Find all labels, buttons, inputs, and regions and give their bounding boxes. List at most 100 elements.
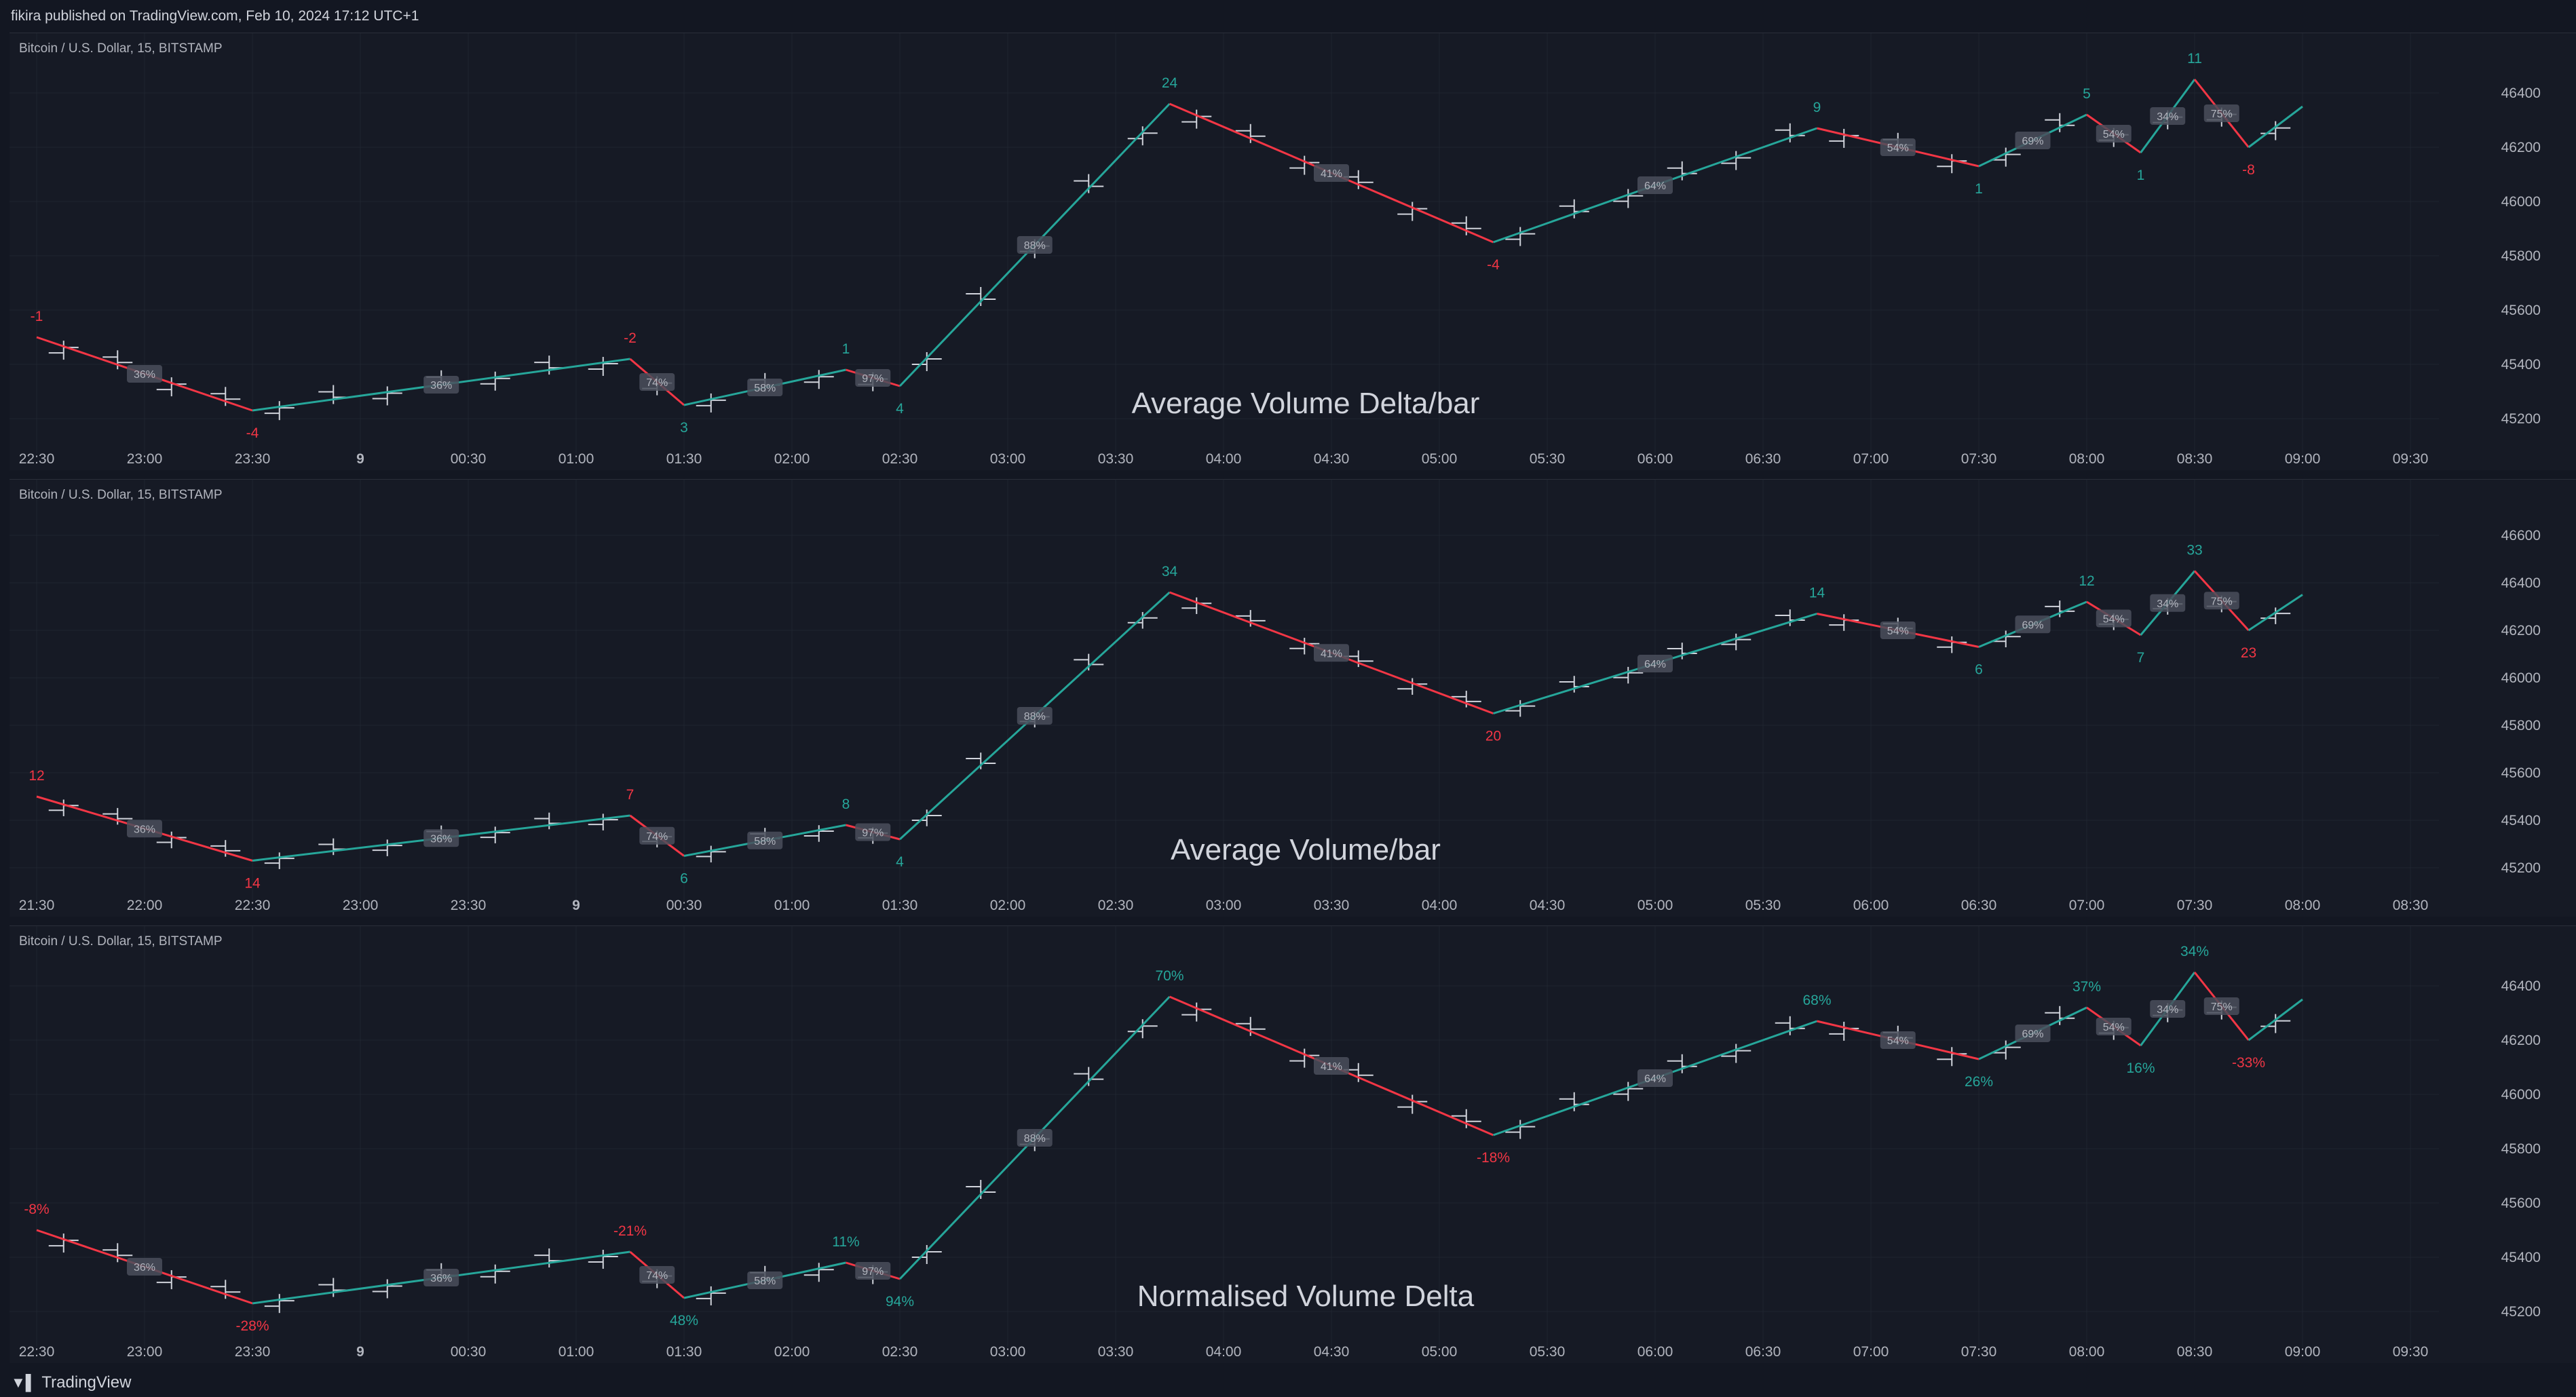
retracement-badge [1880,1031,1916,1049]
retracement-label: 36% [430,380,452,391]
y-tick-label: 45600 [2501,765,2541,781]
retracement-label: 88% [1024,1133,1046,1145]
x-tick-label: 01:00 [558,451,594,467]
pivot-label: -33% [2232,1055,2265,1071]
retracement-label: 54% [1887,626,1909,637]
retracement-badge [2203,997,2239,1015]
pivot-label: -4 [246,425,259,441]
retracement-label: 34% [2157,111,2178,123]
x-tick-label: 00:30 [451,451,487,467]
pivot-label: 1 [842,341,850,357]
y-tick-label: 46200 [2501,1033,2541,1048]
pivot-label: 3 [680,420,688,436]
x-tick-label: 23:00 [343,898,379,913]
pivot-label: 7 [2137,650,2145,666]
pivot-label: 26% [1965,1074,1993,1090]
x-tick-label: 22:30 [235,898,271,913]
x-tick-label: 05:00 [1422,451,1458,467]
chart-svg: Bitcoin / U.S. Dollar, 15, BITSTAMP Avera… [10,33,2541,467]
pivot-label: 23 [2241,645,2256,661]
pivot-label: 70% [1155,968,1183,984]
x-tick-label: 08:30 [2393,898,2429,913]
retracement-badge [1314,644,1349,662]
retracement-badge [2203,104,2239,122]
retracement-label: 69% [2022,619,2043,631]
retracement-badge [2015,1025,2051,1042]
pivot-label: -8 [2242,162,2255,178]
retracement-label: 74% [646,1270,668,1282]
x-tick-label: 23:00 [127,451,163,467]
x-tick-label: 05:30 [1745,898,1781,913]
y-tick-label: 45200 [2501,1304,2541,1320]
retracement-label: 64% [1644,1073,1666,1085]
pivot-label: -21% [613,1223,647,1239]
x-tick-label: 05:00 [1637,898,1673,913]
retracement-badge [747,831,783,849]
x-tick-label: 09:00 [2285,451,2321,467]
pivot-label: 4 [896,854,904,870]
y-tick-label: 46200 [2501,140,2541,155]
y-tick-label: 46600 [2501,528,2541,543]
chart-svg: Bitcoin / U.S. Dollar, 15, BITSTAMP Avera… [10,480,2541,913]
pivot-label: 4 [896,401,904,417]
publisher-bar: fikira published on TradingView.com, Feb… [0,0,2576,33]
y-tick-label: 45800 [2501,248,2541,264]
y-tick-label: 45600 [2501,303,2541,318]
x-tick-label: 03:30 [1098,451,1134,467]
retracement-badge [1637,1069,1673,1087]
retracement-badge [2203,592,2239,610]
retracement-badge [423,829,459,847]
y-tick-label: 46400 [2501,978,2541,994]
retracement-label: 54% [1887,142,1909,154]
pivot-label: -18% [1477,1150,1510,1166]
retracement-badge [1880,621,1916,639]
y-tick-label: 45600 [2501,1195,2541,1211]
y-tick-label: 45800 [2501,1141,2541,1157]
x-tick-label: 08:30 [2177,1344,2213,1360]
retracement-badge [1017,236,1053,254]
x-tick-label: 06:30 [1745,1344,1781,1360]
tradingview-logo-icon: ▼▌ [11,1374,37,1391]
pivot-label: 9 [1813,100,1821,115]
retracement-badge [1637,655,1673,672]
retracement-label: 34% [2157,598,2178,610]
retracement-label: 36% [134,824,155,835]
x-tick-label: 21:30 [19,898,55,913]
x-tick-label: 03:00 [990,1344,1026,1360]
retracement-badge [2096,125,2132,142]
footer-bar [0,1364,2576,1397]
pivot-label: 20 [1485,729,1501,744]
symbol-title: Bitcoin / U.S. Dollar, 15, BITSTAMP [19,41,223,56]
symbol-title: Bitcoin / U.S. Dollar, 15, BITSTAMP [19,934,223,949]
pivot-label: -1 [31,309,43,324]
retracement-badge [2015,615,2051,634]
pivot-label: 16% [2126,1060,2155,1076]
retracement-label: 97% [862,373,884,385]
x-tick-label: 02:00 [990,898,1026,913]
x-tick-label: 01:30 [666,1344,702,1360]
chart-pane-avg-volume-delta[interactable]: Bitcoin / U.S. Dollar, 15, BITSTAMP Avera… [10,33,2576,470]
tradingview-logo[interactable]: ▼▌ TradingView [11,1373,131,1392]
retracement-label: 54% [1887,1035,1909,1047]
retracement-label: 54% [2103,129,2125,140]
chart-pane-normalised-volume-delta[interactable]: Bitcoin / U.S. Dollar, 15, BITSTAMP Norma… [10,925,2576,1363]
x-tick-label: 22:00 [127,898,163,913]
retracement-badge [855,1262,891,1280]
x-tick-label: 22:30 [19,451,55,467]
retracement-badge [747,379,783,396]
x-tick-label: 06:00 [1637,1344,1673,1360]
x-tick-label: 03:00 [990,451,1026,467]
x-tick-label: 05:00 [1422,1344,1458,1360]
retracement-label: 36% [430,1273,452,1284]
y-tick-label: 46000 [2501,1087,2541,1103]
chart-pane-avg-volume[interactable]: Bitcoin / U.S. Dollar, 15, BITSTAMP Avera… [10,479,2576,917]
pivot-label: -2 [624,330,637,346]
x-tick-label: 9 [356,451,364,467]
retracement-label: 75% [2211,1001,2233,1013]
pivot-label: 1 [1975,181,1983,197]
x-tick-label: 04:30 [1530,898,1566,913]
x-tick-label: 08:00 [2069,451,2105,467]
x-tick-label: 04:00 [1206,451,1242,467]
pivot-label: 12 [29,768,44,784]
x-tick-label: 06:30 [1961,898,1997,913]
